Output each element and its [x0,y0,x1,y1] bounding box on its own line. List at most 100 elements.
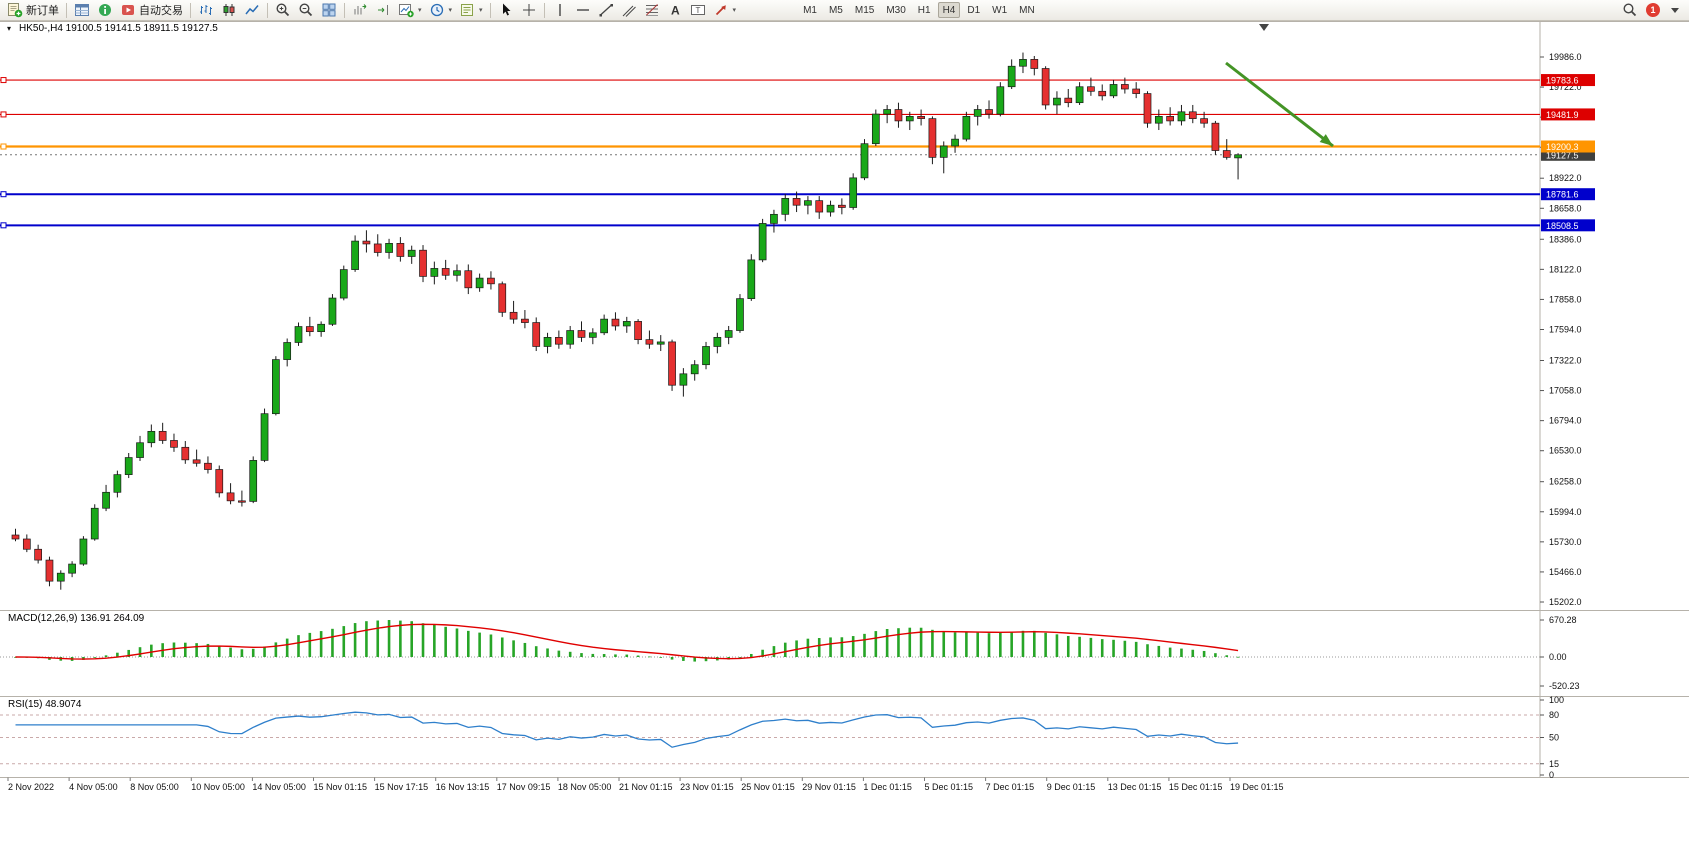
toolbar-separator [543,2,545,18]
auto-scroll-button[interactable] [349,1,371,19]
svg-text:A: A [671,4,680,18]
zoom-out-button[interactable] [295,1,317,19]
zoom-in-icon [276,3,290,17]
candlestick-mode-button[interactable] [218,1,240,19]
auto-trading-button[interactable]: 自动交易 [117,1,186,19]
candlestick-series [11,52,1242,590]
svg-text:15 Nov 17:15: 15 Nov 17:15 [375,782,429,792]
svg-text:670.28: 670.28 [1549,615,1577,625]
svg-text:8 Nov 05:00: 8 Nov 05:00 [130,782,179,792]
rsi-line [15,711,1239,748]
search-button[interactable] [1619,1,1641,19]
crosshair-tool-button[interactable] [518,1,540,19]
svg-text:2 Nov 2022: 2 Nov 2022 [8,782,54,792]
tf-button-w1[interactable]: W1 [992,4,1008,16]
horizontal-line-tool-button[interactable] [572,1,594,19]
toolbar-separator [267,2,268,18]
hline-handle [0,111,7,118]
trendline-tool-button[interactable] [595,1,617,19]
tile-windows-button[interactable] [318,1,340,19]
chart-ohlc-title: HK50-,H4 19100.5 19141.5 18911.5 19127.5 [19,23,218,34]
hline-handle [0,77,7,84]
toolbar-separator [344,2,345,18]
svg-text:14 Nov 05:00: 14 Nov 05:00 [252,782,306,792]
svg-text:15994.0: 15994.0 [1549,507,1582,517]
periods-button[interactable]: ▾ [426,1,456,19]
data-window-icon [99,4,111,16]
hline-handle [0,191,7,198]
chart-frame [0,21,1689,778]
svg-text:18922.0: 18922.0 [1549,173,1582,183]
svg-text:15 Dec 01:15: 15 Dec 01:15 [1169,782,1223,792]
horizontal-line-icon [576,9,589,11]
tf-button-h1[interactable]: H1 [917,4,931,16]
horizontal-lines[interactable] [0,77,1540,229]
chevron-down-icon: ▾ [479,7,483,14]
text-tool-button[interactable]: A [664,1,686,19]
svg-text:16258.0: 16258.0 [1549,477,1582,487]
vertical-line-tool-button[interactable] [549,1,571,19]
svg-text:18508.5: 18508.5 [1546,221,1579,231]
svg-text:18122.0: 18122.0 [1549,264,1582,274]
cursor-icon [502,3,511,16]
svg-text:18781.6: 18781.6 [1546,190,1579,200]
line-chart-mode-button[interactable] [241,1,263,19]
svg-text:0: 0 [1549,770,1554,780]
bar-chart-mode-button[interactable] [195,1,217,19]
svg-text:7 Dec 01:15: 7 Dec 01:15 [986,782,1035,792]
price-axis-labels: 19127.5 19783.6 19481.9 19200.3 18781.6 18508… [1541,74,1595,232]
new-order-button[interactable]: 新订单 [4,1,62,19]
cursor-tool-button[interactable] [495,1,517,19]
notification-badge[interactable]: 1 [1646,3,1660,17]
text-label-icon: T [690,5,705,15]
svg-text:29 Nov 01:15: 29 Nov 01:15 [802,782,856,792]
tf-button-h4[interactable]: H4 [937,2,961,18]
text-tool-icon: A [671,4,680,18]
svg-text:19 Dec 01:15: 19 Dec 01:15 [1230,782,1284,792]
chart-shift-button[interactable] [372,1,394,19]
market-watch-button[interactable] [71,1,93,19]
rsi-title: RSI(15) 48.9074 [8,699,82,710]
toolbar-overflow-button[interactable] [1665,1,1685,19]
templates-button[interactable]: ▾ [456,1,486,19]
svg-text:T: T [695,6,700,15]
data-window-button[interactable] [94,1,116,19]
zoom-in-button[interactable] [272,1,294,19]
new-order-icon [8,3,23,18]
channel-icon [622,5,636,17]
fibonacci-tool-button[interactable] [641,1,663,19]
svg-text:19127.5: 19127.5 [1546,150,1579,160]
svg-text:18386.0: 18386.0 [1549,234,1582,244]
line-chart-icon [245,5,259,15]
chart-shift-marker [1259,24,1269,31]
tf-button-m1[interactable]: M1 [803,4,817,16]
svg-text:15730.0: 15730.0 [1549,537,1582,547]
template-icon [461,4,474,16]
tf-button-m15[interactable]: M15 [854,4,875,16]
bar-chart-icon [200,5,212,15]
tf-button-mn[interactable]: MN [1019,4,1035,16]
svg-text:17 Nov 09:15: 17 Nov 09:15 [497,782,551,792]
chevron-down-icon: ▾ [448,7,453,14]
channel-tool-button[interactable] [618,1,640,19]
svg-text:16530.0: 16530.0 [1549,446,1582,456]
tf-button-m5[interactable]: M5 [828,4,843,16]
svg-text:9 Dec 01:15: 9 Dec 01:15 [1047,782,1096,792]
ohlc-collapse-arrow[interactable]: ▾ [7,24,12,33]
svg-text:1 Dec 01:15: 1 Dec 01:15 [863,782,912,792]
svg-text:17058.0: 17058.0 [1549,386,1582,396]
text-label-tool-button[interactable]: T [687,1,709,19]
chevron-down-icon: ▾ [418,7,422,14]
toolbar-separator [489,2,491,18]
new-chart-button[interactable]: ▾ [395,1,425,19]
tf-button-d1[interactable]: D1 [967,4,981,16]
macd-histogram [14,620,1240,662]
svg-text:50: 50 [1549,733,1559,743]
chart-shift-icon [378,5,388,15]
tf-button-m30[interactable]: M30 [886,4,906,16]
svg-text:15: 15 [1549,759,1559,769]
trend-arrow[interactable] [1225,61,1334,148]
main-toolbar: 新订单 自动交易 ▾ ▾ ▾ [0,0,1689,21]
arrows-tool-button[interactable]: ▾ [710,1,740,19]
